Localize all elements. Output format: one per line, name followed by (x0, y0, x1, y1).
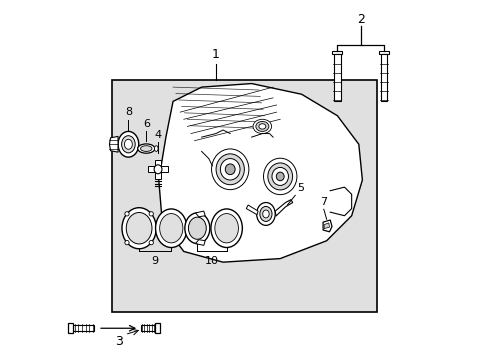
Ellipse shape (220, 158, 240, 180)
Ellipse shape (263, 158, 296, 195)
Bar (155, 159, 161, 166)
Ellipse shape (258, 124, 265, 129)
Ellipse shape (140, 146, 152, 152)
Text: 5: 5 (297, 183, 304, 193)
Ellipse shape (267, 163, 292, 190)
Bar (332, 51, 342, 54)
Bar (155, 323, 160, 333)
Ellipse shape (118, 131, 139, 157)
Polygon shape (246, 205, 258, 215)
Ellipse shape (124, 212, 129, 216)
Ellipse shape (216, 154, 244, 185)
Polygon shape (195, 240, 205, 246)
Ellipse shape (259, 206, 271, 221)
Ellipse shape (262, 210, 268, 218)
Ellipse shape (149, 212, 153, 216)
Bar (141, 325, 155, 332)
Text: 10: 10 (204, 256, 219, 266)
Ellipse shape (122, 136, 135, 153)
Ellipse shape (160, 213, 183, 243)
Polygon shape (275, 200, 292, 216)
Ellipse shape (188, 217, 206, 239)
Bar (333, 54, 340, 102)
Polygon shape (324, 223, 329, 229)
Ellipse shape (122, 208, 156, 249)
Bar (378, 51, 388, 54)
Text: 8: 8 (124, 108, 132, 117)
Bar (68, 323, 73, 333)
Text: 7: 7 (320, 197, 326, 207)
Ellipse shape (154, 165, 162, 174)
Ellipse shape (124, 240, 129, 245)
Text: 3: 3 (115, 336, 123, 348)
Ellipse shape (214, 213, 238, 243)
Ellipse shape (211, 149, 248, 190)
Ellipse shape (126, 212, 152, 244)
Ellipse shape (154, 146, 158, 152)
Ellipse shape (155, 209, 186, 248)
Polygon shape (159, 84, 362, 262)
Ellipse shape (271, 167, 288, 185)
Text: 2: 2 (356, 13, 364, 26)
Text: 9: 9 (151, 256, 159, 266)
Polygon shape (195, 211, 205, 217)
Ellipse shape (256, 203, 275, 225)
Bar (73, 325, 94, 332)
Polygon shape (323, 220, 331, 232)
Polygon shape (109, 136, 118, 152)
Text: 4: 4 (154, 130, 162, 140)
Bar (161, 166, 167, 172)
Bar (112, 80, 376, 312)
Ellipse shape (138, 144, 155, 153)
Ellipse shape (225, 164, 235, 175)
Ellipse shape (184, 213, 209, 244)
Ellipse shape (253, 119, 271, 134)
Ellipse shape (124, 139, 132, 149)
Bar (148, 166, 155, 172)
Text: 1: 1 (212, 48, 220, 62)
Ellipse shape (210, 209, 242, 248)
Ellipse shape (276, 172, 284, 181)
Text: 6: 6 (142, 119, 149, 129)
Bar (380, 54, 386, 102)
Bar (155, 172, 161, 179)
Ellipse shape (149, 240, 153, 245)
Ellipse shape (255, 121, 268, 131)
